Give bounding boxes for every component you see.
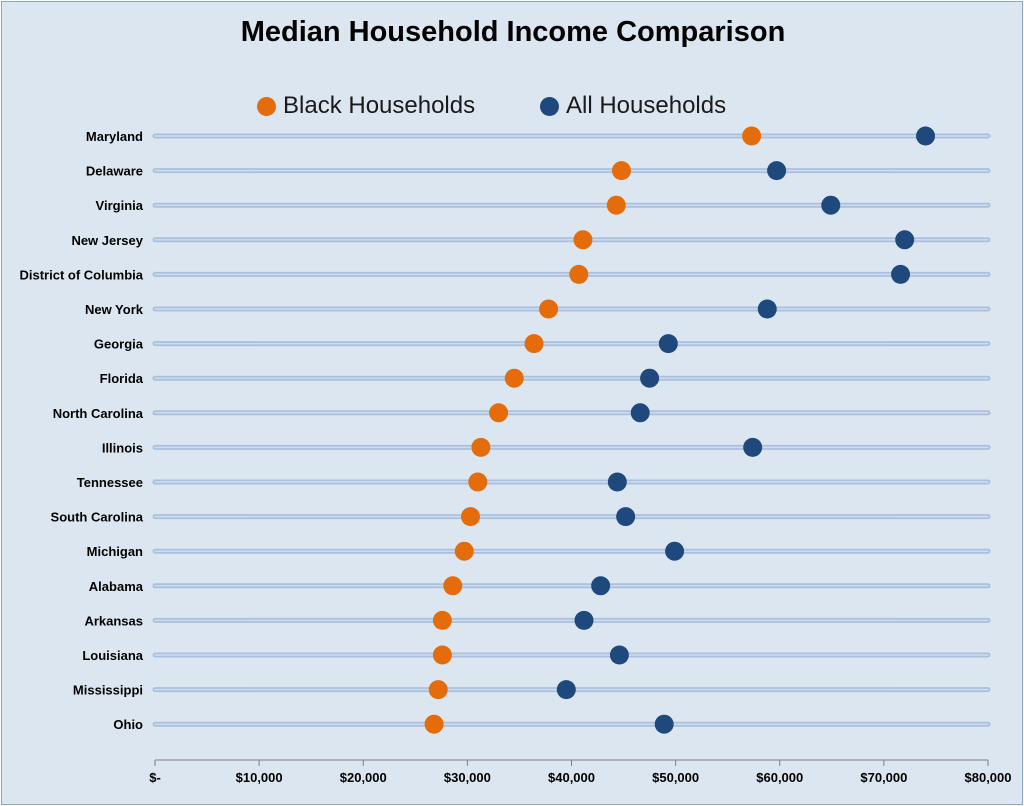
point-all-households-south-carolina [616, 507, 636, 527]
category-label-north-carolina: North Carolina [53, 406, 144, 421]
point-all-households-virginia [821, 195, 841, 215]
point-black-households-michigan [454, 541, 474, 561]
category-label-new-york: New York [85, 302, 144, 317]
point-all-households-maryland [916, 126, 936, 146]
category-label-new-jersey: New Jersey [71, 233, 143, 248]
category-label-delaware: Delaware [86, 164, 143, 179]
point-black-households-virginia [606, 195, 626, 215]
x-tick-label-2: $20,000 [340, 770, 387, 785]
x-tick-label-6: $60,000 [756, 770, 803, 785]
legend-item-all-households: All Households [540, 90, 726, 122]
x-tick-label-3: $30,000 [444, 770, 491, 785]
category-label-arkansas: Arkansas [84, 613, 143, 628]
category-label-florida: Florida [100, 371, 144, 386]
point-all-households-new-york [757, 299, 777, 319]
point-black-households-mississippi [428, 680, 448, 700]
x-tick-label-7: $70,000 [860, 770, 907, 785]
x-tick-label-4: $40,000 [548, 770, 595, 785]
point-all-households-georgia [658, 334, 678, 354]
legend-label-all-households: All Households [566, 92, 727, 119]
category-label-tennessee: Tennessee [77, 475, 143, 490]
legend-item-black-households: Black Households [257, 90, 475, 122]
category-label-alabama: Alabama [89, 579, 144, 594]
legend-marker-all-households [540, 96, 559, 116]
point-all-households-illinois [743, 437, 763, 457]
legend-marker-black-households [257, 96, 276, 116]
category-label-louisiana: Louisiana [82, 648, 143, 663]
point-black-households-north-carolina [489, 403, 509, 423]
point-black-households-tennessee [468, 472, 488, 492]
chart-title: Median Household Income Comparison [240, 16, 786, 48]
point-black-households-georgia [524, 334, 544, 354]
x-tick-label-1: $10,000 [236, 770, 283, 785]
category-label-illinois: Illinois [102, 440, 143, 455]
point-black-households-maryland [742, 126, 762, 146]
category-label-ohio: Ohio [113, 717, 143, 732]
x-tick-label-0: $- [149, 770, 161, 785]
point-black-households-new-jersey [573, 230, 593, 250]
point-black-households-district-of-columbia [569, 264, 589, 284]
point-black-households-delaware [611, 161, 631, 181]
point-all-households-delaware [767, 161, 787, 181]
x-tick-label-5: $50,000 [652, 770, 699, 785]
category-label-virginia: Virginia [96, 198, 144, 213]
category-label-district-of-columbia: District of Columbia [19, 267, 143, 282]
category-label-south-carolina: South Carolina [51, 510, 144, 525]
point-black-households-new-york [539, 299, 559, 319]
legend-label-black-households: Black Households [283, 92, 476, 119]
point-black-households-alabama [443, 576, 463, 596]
point-all-households-new-jersey [895, 230, 915, 250]
point-all-households-alabama [591, 576, 611, 596]
point-all-households-ohio [654, 714, 674, 734]
point-all-households-north-carolina [630, 403, 650, 423]
point-black-households-south-carolina [460, 507, 480, 527]
point-black-households-ohio [424, 714, 444, 734]
category-label-michigan: Michigan [87, 544, 143, 559]
point-black-households-arkansas [432, 610, 452, 630]
point-black-households-louisiana [432, 645, 452, 665]
point-all-households-arkansas [574, 610, 594, 630]
point-all-households-louisiana [609, 645, 629, 665]
point-all-households-district-of-columbia [891, 264, 911, 284]
point-black-households-illinois [471, 437, 491, 457]
category-label-maryland: Maryland [86, 129, 143, 144]
point-all-households-florida [640, 368, 660, 388]
x-tick-label-8: $80,000 [965, 770, 1012, 785]
point-all-households-michigan [665, 541, 685, 561]
point-black-households-florida [504, 368, 524, 388]
category-label-mississippi: Mississippi [73, 683, 143, 698]
category-label-georgia: Georgia [94, 337, 144, 352]
point-all-households-mississippi [556, 680, 576, 700]
point-all-households-tennessee [607, 472, 627, 492]
